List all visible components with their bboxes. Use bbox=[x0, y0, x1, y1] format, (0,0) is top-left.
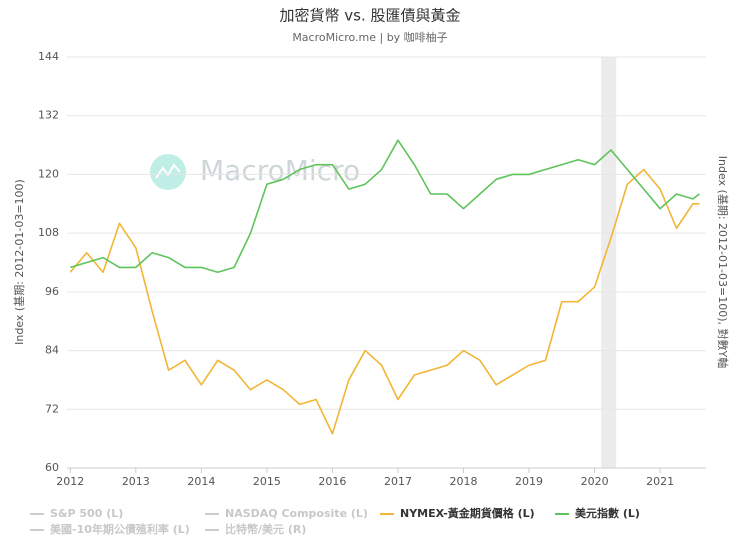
legend-label[interactable]: NYMEX-黃金期貨價格 (L) bbox=[400, 506, 535, 520]
watermark: MacroMicro bbox=[200, 154, 360, 187]
chart-subtitle: MacroMicro.me | by 咖啡柚子 bbox=[292, 30, 447, 44]
series-line bbox=[70, 139, 700, 274]
x-tick-label: 2014 bbox=[187, 475, 215, 488]
x-tick-label: 2012 bbox=[56, 475, 84, 488]
y-tick-label: 120 bbox=[38, 167, 59, 180]
y-axis-label: Index (基期: 2012-01-03=100) bbox=[13, 179, 26, 345]
legend-label[interactable]: S&P 500 (L) bbox=[50, 507, 123, 520]
y-tick-label: 84 bbox=[45, 344, 59, 357]
y-tick-label: 96 bbox=[45, 285, 59, 298]
shaded-range bbox=[601, 57, 617, 468]
x-tick-label: 2018 bbox=[450, 475, 478, 488]
legend-label[interactable]: 美國-10年期公債殖利率 (L) bbox=[50, 522, 190, 536]
y-tick-label: 144 bbox=[38, 50, 59, 63]
y-tick-label: 108 bbox=[38, 226, 59, 239]
series-line bbox=[69, 168, 700, 435]
y2-axis-label: Index (基期: 2012-01-03=100), 對數Y軸 bbox=[716, 156, 730, 368]
chart-title: 加密貨幣 vs. 股匯債與黃金 bbox=[280, 7, 461, 25]
y-tick-label: 60 bbox=[45, 461, 59, 474]
legend-label[interactable]: 美元指數 (L) bbox=[575, 506, 640, 520]
x-tick-label: 2017 bbox=[384, 475, 412, 488]
x-tick-label: 2019 bbox=[515, 475, 543, 488]
x-tick-label: 2015 bbox=[253, 475, 281, 488]
legend-label[interactable]: 比特幣/美元 (R) bbox=[225, 522, 306, 536]
x-tick-label: 2013 bbox=[122, 475, 150, 488]
x-tick-label: 2021 bbox=[646, 475, 674, 488]
x-tick-label: 2020 bbox=[581, 475, 609, 488]
x-tick-label: 2016 bbox=[318, 475, 346, 488]
y-tick-label: 132 bbox=[38, 109, 59, 122]
legend-label[interactable]: NASDAQ Composite (L) bbox=[225, 507, 368, 520]
watermark-logo bbox=[150, 154, 186, 190]
y-tick-label: 72 bbox=[45, 402, 59, 415]
